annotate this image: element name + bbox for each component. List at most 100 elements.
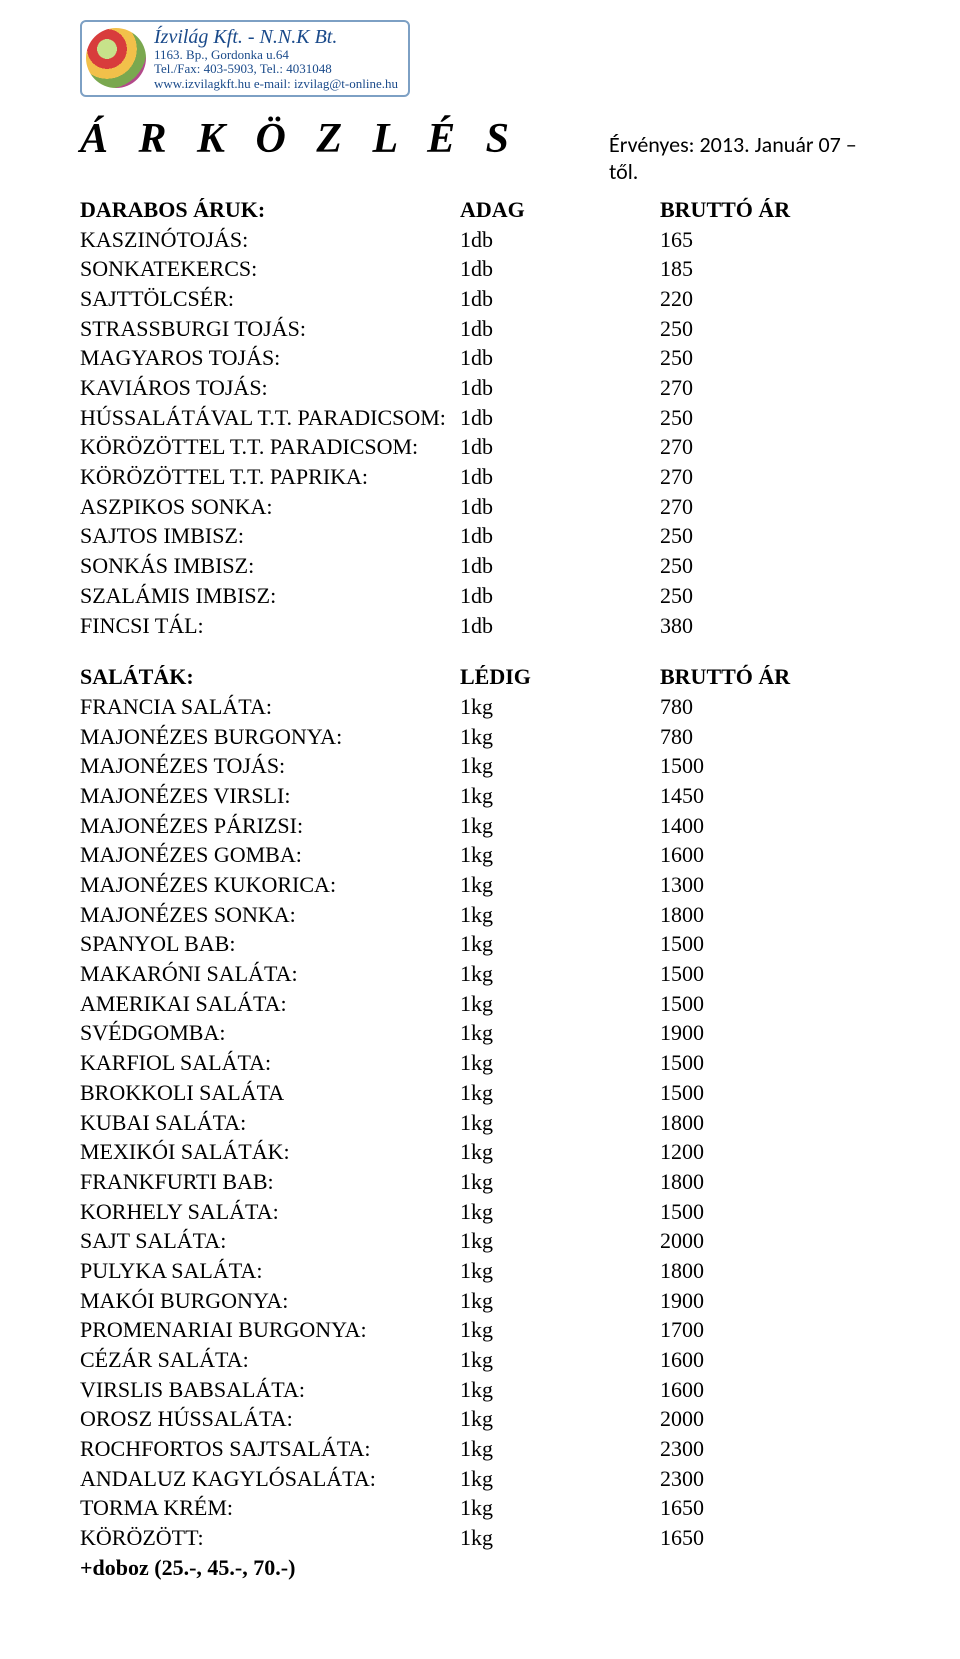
price-name: HÚSSALÁTÁVAL T.T. PARADICSOM: [80, 403, 460, 433]
price-price: 1200 [660, 1137, 880, 1167]
price-row: KARFIOL SALÁTA:1kg1500 [80, 1048, 880, 1078]
price-row: PULYKA SALÁTA:1kg1800 [80, 1256, 880, 1286]
price-row: SVÉDGOMBA:1kg1900 [80, 1018, 880, 1048]
price-name: SAJTTÖLCSÉR: [80, 284, 460, 314]
price-unit: 1db [460, 254, 660, 284]
price-row: SAJTTÖLCSÉR:1db220 [80, 284, 880, 314]
price-name: KÖRÖZÖTTEL T.T. PARADICSOM: [80, 432, 460, 462]
price-unit: 1kg [460, 840, 660, 870]
price-name: TORMA KRÉM: [80, 1493, 460, 1523]
price-price: 1500 [660, 1078, 880, 1108]
price-row: ROCHFORTOS SAJTSALÁTA:1kg2300 [80, 1434, 880, 1464]
price-name: MAKARÓNI SALÁTA: [80, 959, 460, 989]
price-price: 1500 [660, 929, 880, 959]
price-price: 380 [660, 611, 880, 641]
price-name: MAJONÉZES TOJÁS: [80, 751, 460, 781]
section-header-unit: ADAG [460, 195, 660, 225]
price-price: 1450 [660, 781, 880, 811]
price-row: SPANYOL BAB:1kg1500 [80, 929, 880, 959]
price-price: 1500 [660, 959, 880, 989]
price-unit: 1db [460, 225, 660, 255]
price-price: 1800 [660, 900, 880, 930]
price-unit: 1db [460, 314, 660, 344]
price-price: 780 [660, 692, 880, 722]
section-header-row: SALÁTÁK:LÉDIGBRUTTÓ ÁR [80, 662, 880, 692]
price-unit: 1db [460, 611, 660, 641]
price-price: 2000 [660, 1226, 880, 1256]
page-title: Á R K Ö Z L É S [80, 115, 519, 163]
price-price: 1800 [660, 1108, 880, 1138]
price-name: KUBAI SALÁTA: [80, 1108, 460, 1138]
price-price: 1600 [660, 840, 880, 870]
price-row: TORMA KRÉM:1kg1650 [80, 1493, 880, 1523]
page: Ízvilág Kft. - N.N.K Bt. 1163. Bp., Gord… [0, 0, 960, 1623]
price-price: 1800 [660, 1167, 880, 1197]
price-unit: 1kg [460, 692, 660, 722]
price-row: ANDALUZ KAGYLÓSALÁTA:1kg2300 [80, 1464, 880, 1494]
price-name: KÖRÖZÖTT: [80, 1523, 460, 1553]
price-row: MAJONÉZES VIRSLI:1kg1450 [80, 781, 880, 811]
price-name: MAJONÉZES PÁRIZSI: [80, 811, 460, 841]
price-name: KÖRÖZÖTTEL T.T. PAPRIKA: [80, 462, 460, 492]
price-price: 1500 [660, 989, 880, 1019]
price-unit: 1kg [460, 1345, 660, 1375]
price-price: 250 [660, 314, 880, 344]
price-row: KAVIÁROS TOJÁS:1db270 [80, 373, 880, 403]
price-name: MAJONÉZES KUKORICA: [80, 870, 460, 900]
price-unit: 1kg [460, 1108, 660, 1138]
price-price: 1400 [660, 811, 880, 841]
price-row: SAJT SALÁTA:1kg2000 [80, 1226, 880, 1256]
price-name: SONKÁS IMBISZ: [80, 551, 460, 581]
price-unit: 1db [460, 403, 660, 433]
price-price: 1650 [660, 1493, 880, 1523]
title-row: Á R K Ö Z L É S Érvényes: 2013. Január 0… [80, 115, 880, 185]
price-row: AMERIKAI SALÁTA:1kg1500 [80, 989, 880, 1019]
price-name: MAJONÉZES BURGONYA: [80, 722, 460, 752]
price-unit: 1kg [460, 870, 660, 900]
price-row: KUBAI SALÁTA:1kg1800 [80, 1108, 880, 1138]
price-section: SALÁTÁK:LÉDIGBRUTTÓ ÁRFRANCIA SALÁTA:1kg… [80, 662, 880, 1582]
price-name: OROSZ HÚSSALÁTA: [80, 1404, 460, 1434]
price-unit: 1db [460, 343, 660, 373]
price-row: KASZINÓTOJÁS:1db165 [80, 225, 880, 255]
price-unit: 1kg [460, 1286, 660, 1316]
price-unit: 1kg [460, 1523, 660, 1553]
price-unit: 1kg [460, 1226, 660, 1256]
price-name: VIRSLIS BABSALÁTA: [80, 1375, 460, 1405]
price-name: SZALÁMIS IMBISZ: [80, 581, 460, 611]
price-name: STRASSBURGI TOJÁS: [80, 314, 460, 344]
price-unit: 1db [460, 521, 660, 551]
price-price: 250 [660, 521, 880, 551]
price-name: MAJONÉZES VIRSLI: [80, 781, 460, 811]
section-header-name: SALÁTÁK: [80, 662, 460, 692]
price-row: MEXIKÓI SALÁTÁK:1kg1200 [80, 1137, 880, 1167]
price-name: KASZINÓTOJÁS: [80, 225, 460, 255]
price-name: MAJONÉZES GOMBA: [80, 840, 460, 870]
price-price: 1500 [660, 751, 880, 781]
price-price: 250 [660, 581, 880, 611]
price-price: 1300 [660, 870, 880, 900]
price-unit: 1kg [460, 1493, 660, 1523]
price-unit: 1db [460, 551, 660, 581]
price-unit: 1kg [460, 929, 660, 959]
price-unit: 1kg [460, 1256, 660, 1286]
price-unit: 1kg [460, 1078, 660, 1108]
price-price: 165 [660, 225, 880, 255]
price-name: PROMENARIAI BURGONYA: [80, 1315, 460, 1345]
price-row: KORHELY SALÁTA:1kg1500 [80, 1197, 880, 1227]
price-row: FRANKFURTI BAB:1kg1800 [80, 1167, 880, 1197]
section-header-price: BRUTTÓ ÁR [660, 195, 880, 225]
price-name: ASZPIKOS SONKA: [80, 492, 460, 522]
price-row: OROSZ HÚSSALÁTA:1kg2000 [80, 1404, 880, 1434]
price-row: ASZPIKOS SONKA:1db270 [80, 492, 880, 522]
price-row: PROMENARIAI BURGONYA:1kg1700 [80, 1315, 880, 1345]
price-row: SZALÁMIS IMBISZ:1db250 [80, 581, 880, 611]
price-unit: 1kg [460, 900, 660, 930]
price-name: FRANCIA SALÁTA: [80, 692, 460, 722]
price-price: 270 [660, 492, 880, 522]
price-price: 1900 [660, 1286, 880, 1316]
price-name: MAGYAROS TOJÁS: [80, 343, 460, 373]
price-row: MAJONÉZES SONKA:1kg1800 [80, 900, 880, 930]
price-name: BROKKOLI SALÁTA [80, 1078, 460, 1108]
company-name: Ízvilág Kft. - N.N.K Bt. [154, 26, 398, 48]
